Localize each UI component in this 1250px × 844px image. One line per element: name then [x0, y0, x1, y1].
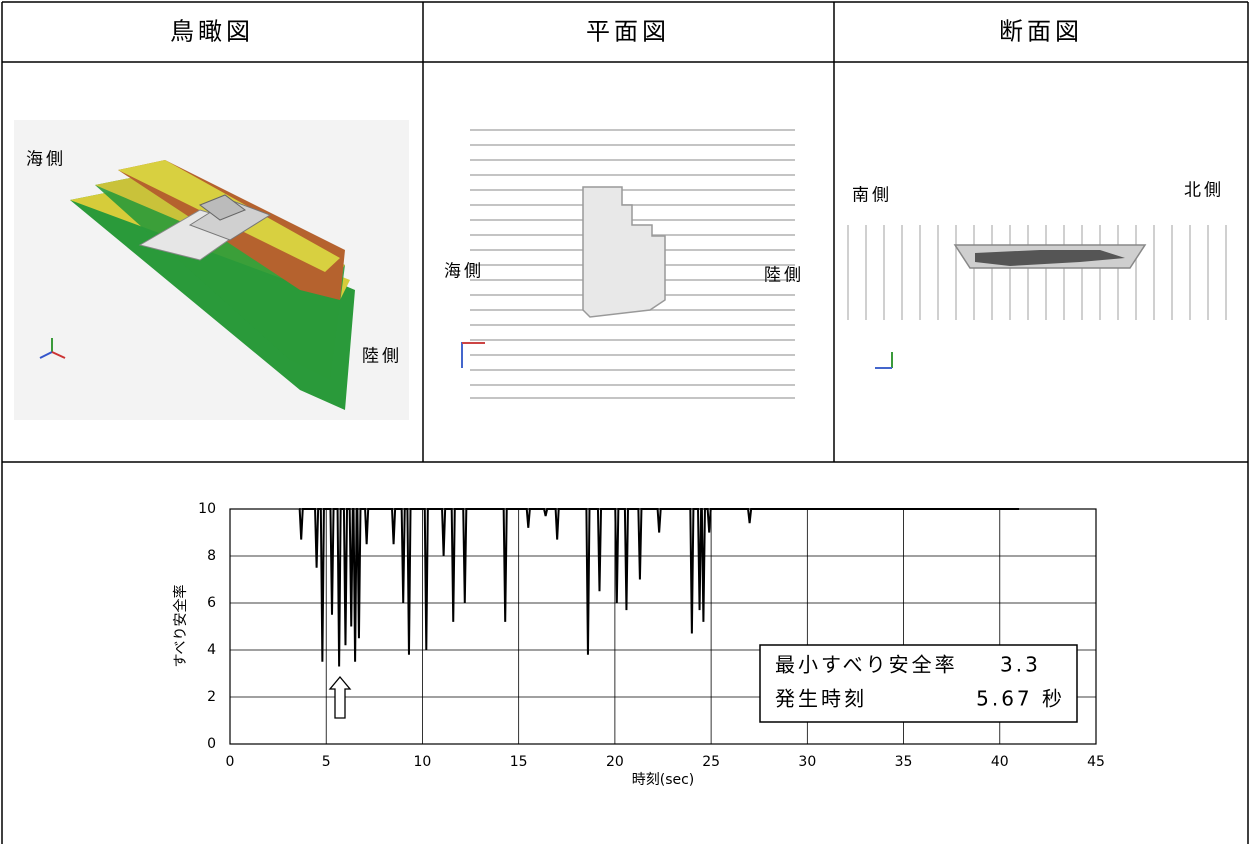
x-tick-label: 15 — [510, 754, 528, 770]
x-axis-label: 時刻(sec) — [632, 772, 695, 788]
panel-label: 海側 — [444, 262, 484, 282]
x-tick-label: 0 — [226, 754, 235, 770]
panel-label: 南側 — [852, 186, 892, 206]
y-tick-label: 4 — [207, 642, 216, 658]
x-tick-label: 30 — [798, 754, 816, 770]
annotation-text: 最小すべり安全率 — [775, 653, 958, 677]
x-tick-label: 35 — [895, 754, 913, 770]
section-image — [847, 225, 1227, 369]
header-cell: 断面図 — [999, 18, 1083, 46]
x-tick-label: 40 — [991, 754, 1009, 770]
x-tick-label: 45 — [1087, 754, 1105, 770]
x-tick-label: 10 — [414, 754, 432, 770]
y-tick-label: 6 — [207, 595, 216, 611]
chart: 0 2 4 6 8 10 0 5 10 15 20 25 30 35 40 45 — [198, 501, 1105, 770]
header-cell: 平面図 — [586, 18, 670, 46]
annotation-text: 5.67 秒 — [976, 687, 1065, 711]
x-tick-label: 25 — [702, 754, 720, 770]
panel-label: 陸側 — [764, 266, 804, 286]
panel-label: 海側 — [26, 150, 66, 170]
y-tick-label: 2 — [207, 689, 216, 705]
y-axis-label: すべり安全率 — [172, 584, 189, 667]
annotation-box — [759, 644, 1078, 723]
x-tick-label: 20 — [606, 754, 624, 770]
panel-label: 陸側 — [362, 347, 402, 367]
panel-label: 北側 — [1184, 181, 1224, 201]
y-tick-label: 10 — [198, 501, 216, 517]
y-tick-label: 8 — [207, 548, 216, 564]
x-tick-label: 5 — [322, 754, 331, 770]
series-line — [298, 508, 1020, 667]
arrow — [328, 675, 352, 719]
y-tick-label: 0 — [207, 736, 216, 752]
annotation-text: 3.3 — [1000, 653, 1041, 677]
plan-image — [461, 129, 795, 399]
birds-eye-image — [14, 120, 409, 420]
annotation-text: 発生時刻 — [775, 687, 867, 711]
header-cell: 鳥瞰図 — [170, 18, 254, 46]
